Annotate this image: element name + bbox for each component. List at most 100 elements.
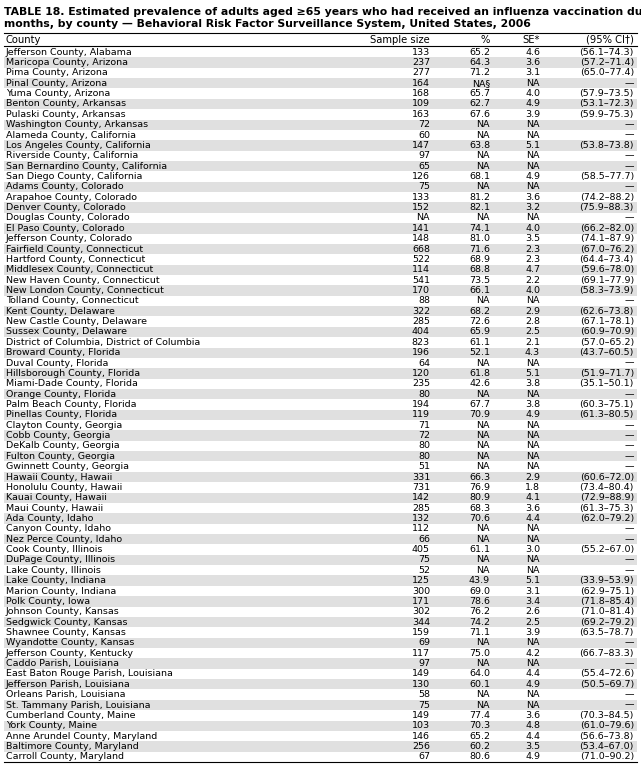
Text: 114: 114 <box>412 265 430 274</box>
Text: NA: NA <box>526 183 540 192</box>
Text: 141: 141 <box>412 224 430 233</box>
Text: NA: NA <box>526 690 540 699</box>
Text: NA: NA <box>476 120 490 129</box>
Text: Cobb County, Georgia: Cobb County, Georgia <box>6 431 110 440</box>
Text: NA: NA <box>526 566 540 575</box>
Bar <box>4 389 637 400</box>
Text: 65.9: 65.9 <box>469 328 490 336</box>
Text: 3.4: 3.4 <box>525 597 540 606</box>
Text: (57.0–65.2): (57.0–65.2) <box>579 338 634 347</box>
Text: New Castle County, Delaware: New Castle County, Delaware <box>6 317 147 326</box>
Text: NA: NA <box>476 183 490 192</box>
Text: 4.9: 4.9 <box>525 99 540 108</box>
Bar <box>4 244 637 254</box>
Text: 130: 130 <box>412 680 430 689</box>
Text: —: — <box>624 358 634 367</box>
Text: 65.2: 65.2 <box>469 732 490 740</box>
Text: NA§: NA§ <box>472 79 490 88</box>
Text: 322: 322 <box>412 306 430 316</box>
Bar <box>4 555 637 565</box>
Text: —: — <box>624 639 634 647</box>
Text: 4.1: 4.1 <box>525 494 540 502</box>
Text: —: — <box>624 452 634 461</box>
Text: —: — <box>624 555 634 565</box>
Text: 133: 133 <box>412 193 430 202</box>
Text: Shawnee County, Kansas: Shawnee County, Kansas <box>6 628 126 637</box>
Text: %: % <box>481 35 490 45</box>
Text: 4.4: 4.4 <box>525 732 540 740</box>
Text: 405: 405 <box>412 545 430 554</box>
Text: NA: NA <box>476 659 490 668</box>
Text: (57.9–73.5): (57.9–73.5) <box>579 89 634 98</box>
Text: (66.7–83.3): (66.7–83.3) <box>579 649 634 658</box>
Text: Orange County, Florida: Orange County, Florida <box>6 390 116 399</box>
Text: 3.6: 3.6 <box>525 58 540 67</box>
Text: 2.2: 2.2 <box>525 276 540 285</box>
Text: 71.1: 71.1 <box>469 628 490 637</box>
Text: 4.0: 4.0 <box>525 89 540 98</box>
Text: 3.5: 3.5 <box>525 742 540 751</box>
Text: —: — <box>624 421 634 429</box>
Text: (62.0–79.2): (62.0–79.2) <box>579 514 634 523</box>
Text: 3.6: 3.6 <box>525 711 540 720</box>
Bar <box>4 306 637 316</box>
Text: 80: 80 <box>418 390 430 399</box>
Text: 146: 146 <box>412 732 430 740</box>
Text: Tolland County, Connecticut: Tolland County, Connecticut <box>6 296 138 306</box>
Text: Cook County, Illinois: Cook County, Illinois <box>6 545 103 554</box>
Bar <box>4 99 637 109</box>
Text: 71.6: 71.6 <box>469 244 490 254</box>
Text: —: — <box>624 162 634 170</box>
Text: 331: 331 <box>412 473 430 481</box>
Text: NA: NA <box>526 535 540 544</box>
Text: Kauai County, Hawaii: Kauai County, Hawaii <box>6 494 107 502</box>
Text: 63.8: 63.8 <box>469 141 490 150</box>
Text: 541: 541 <box>412 276 430 285</box>
Text: Duval County, Florida: Duval County, Florida <box>6 358 108 367</box>
Bar <box>4 638 637 648</box>
Text: DeKalb County, Georgia: DeKalb County, Georgia <box>6 442 120 451</box>
Text: 4.0: 4.0 <box>525 286 540 295</box>
Text: 68.9: 68.9 <box>469 255 490 264</box>
Text: SE*: SE* <box>522 35 540 45</box>
Text: 72.6: 72.6 <box>469 317 490 326</box>
Bar <box>4 741 637 752</box>
Text: (72.9–88.9): (72.9–88.9) <box>579 494 634 502</box>
Text: 76.2: 76.2 <box>469 607 490 617</box>
Text: Nez Perce County, Idaho: Nez Perce County, Idaho <box>6 535 122 544</box>
Text: Douglas County, Colorado: Douglas County, Colorado <box>6 213 129 222</box>
Text: 126: 126 <box>412 172 430 181</box>
Text: NA: NA <box>526 358 540 367</box>
Text: (75.9–88.3): (75.9–88.3) <box>579 203 634 212</box>
Text: Sedgwick County, Kansas: Sedgwick County, Kansas <box>6 617 128 626</box>
Text: 70.9: 70.9 <box>469 410 490 419</box>
Text: 65: 65 <box>418 162 430 170</box>
Text: (53.4–67.0): (53.4–67.0) <box>579 742 634 751</box>
Text: (61.3–75.3): (61.3–75.3) <box>579 503 634 513</box>
Text: 2.6: 2.6 <box>525 607 540 617</box>
Text: NA: NA <box>526 659 540 668</box>
Text: (64.4–73.4): (64.4–73.4) <box>579 255 634 264</box>
Text: NA: NA <box>526 462 540 471</box>
Text: 277: 277 <box>412 69 430 77</box>
Text: 132: 132 <box>412 514 430 523</box>
Text: 4.8: 4.8 <box>525 721 540 730</box>
Text: 4.4: 4.4 <box>525 669 540 678</box>
Text: 4.3: 4.3 <box>525 348 540 358</box>
Text: NA: NA <box>476 535 490 544</box>
Text: 4.6: 4.6 <box>525 47 540 57</box>
Bar <box>4 119 637 130</box>
Text: Arapahoe County, Colorado: Arapahoe County, Colorado <box>6 193 137 202</box>
Text: Marion County, Indiana: Marion County, Indiana <box>6 587 116 595</box>
Text: Washington County, Arkansas: Washington County, Arkansas <box>6 120 148 129</box>
Text: 4.0: 4.0 <box>525 224 540 233</box>
Text: 80: 80 <box>418 442 430 451</box>
Text: 61.1: 61.1 <box>469 545 490 554</box>
Text: 3.9: 3.9 <box>525 628 540 637</box>
Text: 88: 88 <box>418 296 430 306</box>
Text: NA: NA <box>476 162 490 170</box>
Text: —: — <box>624 535 634 544</box>
Text: —: — <box>624 120 634 129</box>
Text: (51.9–71.7): (51.9–71.7) <box>579 369 634 378</box>
Text: 235: 235 <box>412 379 430 388</box>
